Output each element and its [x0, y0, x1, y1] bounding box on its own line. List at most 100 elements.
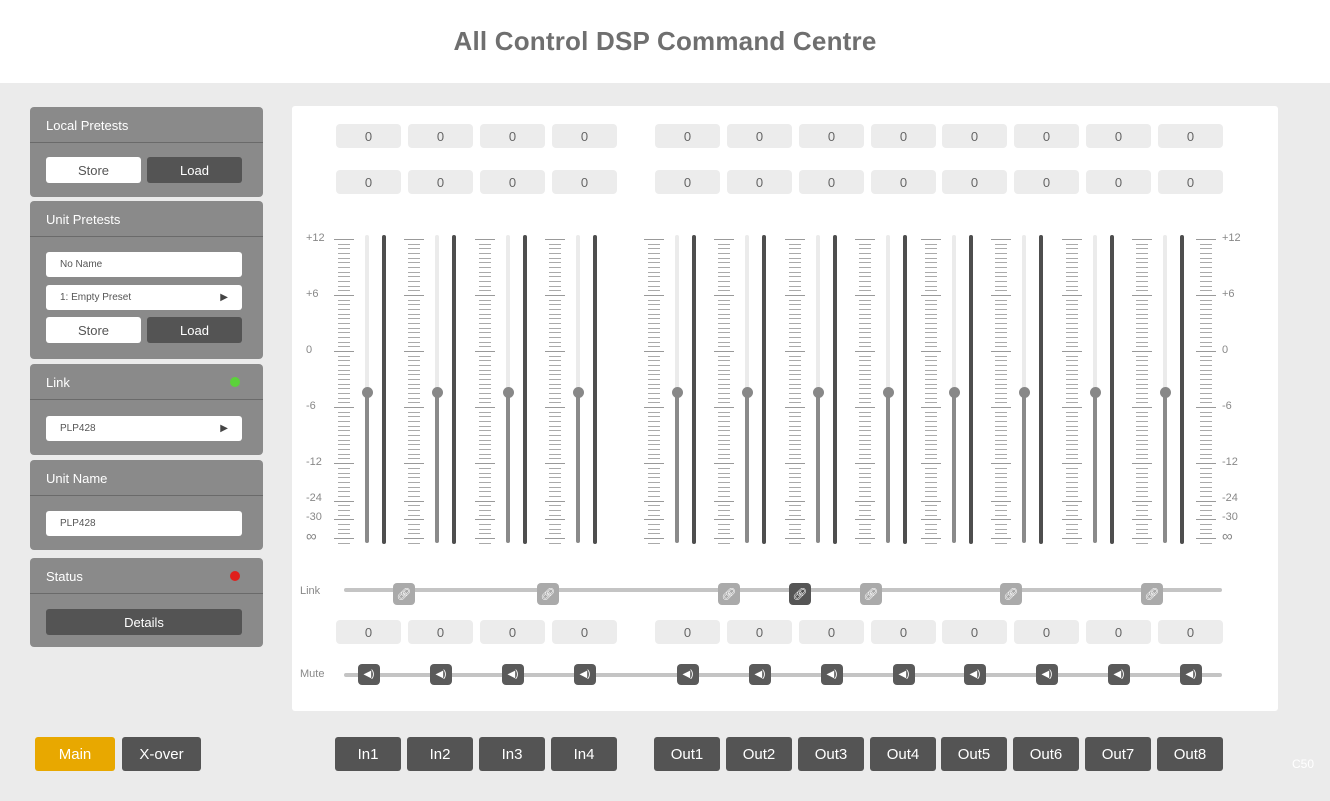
gain-value-top[interactable]: 0 — [1086, 124, 1151, 148]
gain-value-mid[interactable]: 0 — [799, 170, 864, 194]
scale-tick — [995, 458, 1007, 459]
unit-load-button[interactable]: Load — [147, 317, 242, 343]
mute-button[interactable]: ◀) — [677, 664, 699, 685]
preset-select[interactable]: 1: Empty Preset ▶ — [46, 285, 242, 310]
gain-value-top[interactable]: 0 — [408, 124, 473, 148]
local-load-button[interactable]: Load — [147, 157, 242, 183]
fader-thumb[interactable] — [431, 387, 443, 399]
tab-channel[interactable]: Out4 — [870, 737, 936, 771]
gain-value-top[interactable]: 0 — [799, 124, 864, 148]
mute-button[interactable]: ◀) — [964, 664, 986, 685]
tab-channel[interactable]: Out6 — [1013, 737, 1079, 771]
link-toggle[interactable]: 🔗︎ — [789, 583, 811, 605]
gain-value-bottom[interactable]: 0 — [655, 620, 720, 644]
scale-tick — [1196, 463, 1216, 464]
gain-value-top[interactable]: 0 — [1158, 124, 1223, 148]
gain-value-bottom[interactable]: 0 — [480, 620, 545, 644]
gain-value-top[interactable]: 0 — [480, 124, 545, 148]
preset-name-input[interactable]: No Name — [46, 252, 242, 277]
fader-thumb[interactable] — [812, 387, 824, 399]
fader-thumb[interactable] — [671, 387, 683, 399]
mute-button[interactable]: ◀) — [358, 664, 380, 685]
tab-channel[interactable]: Out1 — [654, 737, 720, 771]
gain-value-mid[interactable]: 0 — [942, 170, 1007, 194]
mute-button[interactable]: ◀) — [1180, 664, 1202, 685]
tab-channel[interactable]: Out3 — [798, 737, 864, 771]
gain-value-bottom[interactable]: 0 — [552, 620, 617, 644]
gain-value-top[interactable]: 0 — [727, 124, 792, 148]
gain-value-mid[interactable]: 0 — [871, 170, 936, 194]
scale-tick — [1200, 533, 1212, 534]
mute-button[interactable]: ◀) — [502, 664, 524, 685]
fader-thumb[interactable] — [572, 387, 584, 399]
gain-value-mid[interactable]: 0 — [408, 170, 473, 194]
link-toggle[interactable]: 🔗︎ — [860, 583, 882, 605]
gain-value-top[interactable]: 0 — [1014, 124, 1079, 148]
gain-value-bottom[interactable]: 0 — [942, 620, 1007, 644]
gain-value-bottom[interactable]: 0 — [727, 620, 792, 644]
mute-button[interactable]: ◀) — [574, 664, 596, 685]
tab-channel[interactable]: In1 — [335, 737, 401, 771]
gain-value-mid[interactable]: 0 — [1014, 170, 1079, 194]
fader-thumb[interactable] — [1018, 387, 1030, 399]
gain-value-bottom[interactable]: 0 — [1158, 620, 1223, 644]
link-toggle[interactable]: 🔗︎ — [718, 583, 740, 605]
tab-channel[interactable]: Out5 — [941, 737, 1007, 771]
mute-button[interactable]: ◀) — [1036, 664, 1058, 685]
gain-value-mid[interactable]: 0 — [552, 170, 617, 194]
details-button[interactable]: Details — [46, 609, 242, 635]
scale-tick — [1066, 258, 1078, 259]
gain-value-bottom[interactable]: 0 — [408, 620, 473, 644]
mute-button[interactable]: ◀) — [430, 664, 452, 685]
tab-main[interactable]: Main — [35, 737, 115, 771]
fader-thumb[interactable] — [882, 387, 894, 399]
gain-value-mid[interactable]: 0 — [480, 170, 545, 194]
gain-value-mid[interactable]: 0 — [655, 170, 720, 194]
tab-channel[interactable]: Out7 — [1085, 737, 1151, 771]
gain-value-bottom[interactable]: 0 — [871, 620, 936, 644]
link-toggle[interactable]: 🔗︎ — [537, 583, 559, 605]
link-toggle[interactable]: 🔗︎ — [393, 583, 415, 605]
scale-tick — [855, 501, 875, 502]
scale-tick — [995, 262, 1007, 263]
gain-value-top[interactable]: 0 — [655, 124, 720, 148]
mute-button[interactable]: ◀) — [893, 664, 915, 685]
tab-xover[interactable]: X-over — [122, 737, 201, 771]
scale-tick — [408, 510, 420, 511]
gain-value-bottom[interactable]: 0 — [799, 620, 864, 644]
fader-thumb[interactable] — [1089, 387, 1101, 399]
gain-value-top[interactable]: 0 — [552, 124, 617, 148]
gain-value-top[interactable]: 0 — [942, 124, 1007, 148]
gain-value-top[interactable]: 0 — [871, 124, 936, 148]
mute-button[interactable]: ◀) — [821, 664, 843, 685]
fader-thumb[interactable] — [502, 387, 514, 399]
fader-thumb[interactable] — [361, 387, 373, 399]
gain-value-mid[interactable]: 0 — [336, 170, 401, 194]
local-store-button[interactable]: Store — [46, 157, 141, 183]
unit-store-button[interactable]: Store — [46, 317, 141, 343]
gain-value-mid[interactable]: 0 — [727, 170, 792, 194]
tab-channel[interactable]: In2 — [407, 737, 473, 771]
scale-tick — [338, 430, 350, 431]
device-select[interactable]: PLP428 ▶ — [46, 416, 242, 441]
fader-thumb[interactable] — [1159, 387, 1171, 399]
fader-thumb[interactable] — [948, 387, 960, 399]
gain-value-mid[interactable]: 0 — [1158, 170, 1223, 194]
mute-button[interactable]: ◀) — [1108, 664, 1130, 685]
tab-channel[interactable]: Out8 — [1157, 737, 1223, 771]
link-toggle[interactable]: 🔗︎ — [1141, 583, 1163, 605]
gain-value-top[interactable]: 0 — [336, 124, 401, 148]
fader-thumb[interactable] — [741, 387, 753, 399]
tab-channel[interactable]: Out2 — [726, 737, 792, 771]
scale-tick — [338, 318, 350, 319]
gain-value-bottom[interactable]: 0 — [1086, 620, 1151, 644]
gain-value-bottom[interactable]: 0 — [336, 620, 401, 644]
gain-value-mid[interactable]: 0 — [1086, 170, 1151, 194]
mute-button[interactable]: ◀) — [749, 664, 771, 685]
gain-value-bottom[interactable]: 0 — [1014, 620, 1079, 644]
unit-name-input[interactable]: PLP428 — [46, 511, 242, 536]
scale-tick — [859, 510, 871, 511]
tab-channel[interactable]: In3 — [479, 737, 545, 771]
link-toggle[interactable]: 🔗︎ — [1000, 583, 1022, 605]
tab-channel[interactable]: In4 — [551, 737, 617, 771]
